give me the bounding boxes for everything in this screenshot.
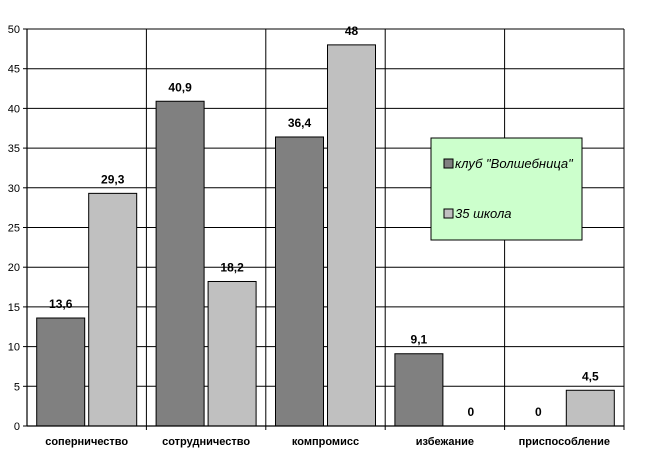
- y-tick-label: 50: [8, 24, 20, 36]
- category-label: компромисс: [292, 436, 359, 448]
- y-tick-label: 35: [8, 143, 20, 155]
- legend-swatch: [443, 208, 454, 219]
- y-tick-label: 25: [8, 223, 20, 235]
- bar: [565, 389, 615, 427]
- category-label: соперничество: [45, 436, 128, 448]
- legend-label: 35 школа: [455, 206, 512, 221]
- category-label: избежание: [416, 436, 474, 448]
- legend-box: [430, 137, 583, 241]
- data-label: 48: [345, 24, 359, 38]
- bar: [36, 317, 86, 427]
- data-label: 0: [468, 405, 475, 419]
- data-label: 4,5: [582, 369, 599, 383]
- y-tick-label: 15: [8, 302, 20, 314]
- data-label: 0: [535, 405, 542, 419]
- legend-swatch: [443, 158, 454, 169]
- y-tick-label: 45: [8, 64, 20, 76]
- data-label: 36,4: [288, 116, 312, 130]
- bar: [327, 44, 376, 427]
- y-tick-label: 5: [14, 381, 20, 393]
- data-label: 29,3: [101, 172, 125, 186]
- data-label: 13,6: [49, 297, 73, 311]
- y-tick-label: 0: [14, 421, 20, 433]
- category-label: сотрудничество: [162, 436, 250, 448]
- data-label: 40,9: [168, 80, 192, 94]
- bar: [207, 280, 257, 427]
- legend-label: клуб "Волшебница": [455, 156, 574, 171]
- y-tick-label: 20: [8, 262, 20, 274]
- y-tick-label: 10: [8, 342, 20, 354]
- y-tick-label: 40: [8, 103, 20, 115]
- bar: [155, 100, 205, 427]
- bar: [275, 136, 324, 427]
- y-tick-label: 30: [8, 183, 20, 195]
- data-label: 18,2: [220, 260, 244, 274]
- bar: [88, 192, 138, 427]
- bar: [394, 353, 444, 427]
- category-label: приспособление: [519, 436, 610, 448]
- data-label: 9,1: [411, 333, 428, 347]
